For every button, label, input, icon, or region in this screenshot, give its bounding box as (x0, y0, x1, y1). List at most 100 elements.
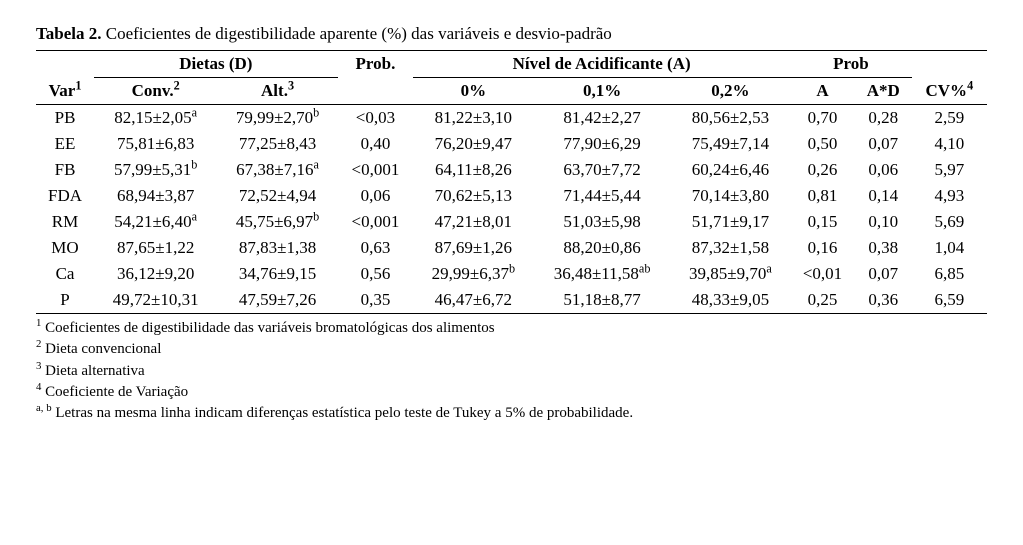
table-cell: 6,85 (912, 261, 987, 287)
header-AD: A*D (855, 78, 912, 105)
table-cell: 0,15 (790, 209, 855, 235)
table-cell: 60,24±6,46 (671, 157, 791, 183)
header-a0: 0% (413, 78, 533, 105)
header-a2: 0,2% (671, 78, 791, 105)
table-cell: 0,26 (790, 157, 855, 183)
header-prob1: Prob. (338, 51, 413, 78)
table-cell: 81,22±3,10 (413, 105, 533, 132)
table-cell: FB (36, 157, 94, 183)
table-cell: 67,38±7,16a (217, 157, 337, 183)
footnote-3: 3 Dieta alternativa (36, 361, 987, 381)
table-cell: <0,01 (790, 261, 855, 287)
table-cell: 88,20±0,86 (534, 235, 671, 261)
header-alt: Alt.3 (217, 78, 337, 105)
table-cell: 87,69±1,26 (413, 235, 533, 261)
table-cell: 2,59 (912, 105, 987, 132)
table-cell: 5,97 (912, 157, 987, 183)
table-cell: 0,70 (790, 105, 855, 132)
table-cell: 39,85±9,70a (671, 261, 791, 287)
table-cell: 0,28 (855, 105, 912, 132)
header-dietas: Dietas (D) (94, 51, 338, 78)
digestibility-table: Dietas (D) Prob. Nível de Acidificante (… (36, 50, 987, 314)
header-prob2: Prob (790, 51, 912, 78)
table-cell: 0,40 (338, 131, 413, 157)
table-cell: 0,07 (855, 131, 912, 157)
table-cell: 87,65±1,22 (94, 235, 217, 261)
caption-label: Tabela 2. (36, 24, 102, 43)
table-cell: 0,36 (855, 287, 912, 314)
table-cell: 77,90±6,29 (534, 131, 671, 157)
table-cell: 4,10 (912, 131, 987, 157)
table-cell: 0,25 (790, 287, 855, 314)
table-cell: Ca (36, 261, 94, 287)
table-cell: <0,03 (338, 105, 413, 132)
table-body: PB82,15±2,05a79,99±2,70b<0,0381,22±3,108… (36, 105, 987, 314)
table-cell: 51,71±9,17 (671, 209, 791, 235)
footnotes: 1 Coeficientes de digestibilidade das va… (36, 318, 987, 423)
table-row: Ca36,12±9,2034,76±9,150,5629,99±6,37b36,… (36, 261, 987, 287)
header-cv: CV%4 (912, 78, 987, 105)
header-A: A (790, 78, 855, 105)
table-cell: 81,42±2,27 (534, 105, 671, 132)
table-cell: 87,83±1,38 (217, 235, 337, 261)
header-a1: 0,1% (534, 78, 671, 105)
table-cell: 49,72±10,31 (94, 287, 217, 314)
table-cell: 4,93 (912, 183, 987, 209)
table-cell: 70,14±3,80 (671, 183, 791, 209)
table-cell: 54,21±6,40a (94, 209, 217, 235)
table-cell: 79,99±2,70b (217, 105, 337, 132)
table-cell: 48,33±9,05 (671, 287, 791, 314)
table-cell: 57,99±5,31b (94, 157, 217, 183)
table-cell: PB (36, 105, 94, 132)
table-cell: 36,12±9,20 (94, 261, 217, 287)
table-cell: EE (36, 131, 94, 157)
table-row: EE75,81±6,8377,25±8,430,4076,20±9,4777,9… (36, 131, 987, 157)
table-cell: 1,04 (912, 235, 987, 261)
table-cell: 46,47±6,72 (413, 287, 533, 314)
table-cell: 70,62±5,13 (413, 183, 533, 209)
table-caption: Tabela 2. Coeficientes de digestibilidad… (36, 24, 987, 44)
table-cell: 0,06 (338, 183, 413, 209)
table-cell: 0,16 (790, 235, 855, 261)
table-cell: 0,38 (855, 235, 912, 261)
table-cell: 71,44±5,44 (534, 183, 671, 209)
header-row-1: Dietas (D) Prob. Nível de Acidificante (… (36, 51, 987, 78)
table-cell: 76,20±9,47 (413, 131, 533, 157)
table-cell: FDA (36, 183, 94, 209)
table-cell: 64,11±8,26 (413, 157, 533, 183)
table-cell: 34,76±9,15 (217, 261, 337, 287)
table-row: FDA68,94±3,8772,52±4,940,0670,62±5,1371,… (36, 183, 987, 209)
table-cell: 36,48±11,58ab (534, 261, 671, 287)
table-cell: 0,06 (855, 157, 912, 183)
table-cell: 6,59 (912, 287, 987, 314)
footnote-1: 1 Coeficientes de digestibilidade das va… (36, 318, 987, 338)
table-cell: 47,21±8,01 (413, 209, 533, 235)
table-cell: 51,18±8,77 (534, 287, 671, 314)
table-cell: 0,10 (855, 209, 912, 235)
header-row-2: Var1 Conv.2 Alt.3 0% 0,1% 0,2% A A*D CV%… (36, 78, 987, 105)
table-row: RM54,21±6,40a45,75±6,97b<0,00147,21±8,01… (36, 209, 987, 235)
table-cell: 0,35 (338, 287, 413, 314)
caption-text: Coeficientes de digestibilidade aparente… (102, 24, 612, 43)
table-cell: 75,81±6,83 (94, 131, 217, 157)
table-cell: MO (36, 235, 94, 261)
table-cell: 80,56±2,53 (671, 105, 791, 132)
table-cell: <0,001 (338, 157, 413, 183)
table-cell: 77,25±8,43 (217, 131, 337, 157)
table-row: PB82,15±2,05a79,99±2,70b<0,0381,22±3,108… (36, 105, 987, 132)
table-cell: 0,81 (790, 183, 855, 209)
table-cell: 75,49±7,14 (671, 131, 791, 157)
table-cell: P (36, 287, 94, 314)
table-cell: 0,07 (855, 261, 912, 287)
footnote-4: 4 Coeficiente de Variação (36, 382, 987, 402)
table-cell: 63,70±7,72 (534, 157, 671, 183)
table-cell: 87,32±1,58 (671, 235, 791, 261)
table-cell: 5,69 (912, 209, 987, 235)
table-cell: 0,14 (855, 183, 912, 209)
table-cell: 72,52±4,94 (217, 183, 337, 209)
table-cell: 51,03±5,98 (534, 209, 671, 235)
table-cell: 82,15±2,05a (94, 105, 217, 132)
table-row: FB57,99±5,31b67,38±7,16a<0,00164,11±8,26… (36, 157, 987, 183)
table-cell: 0,56 (338, 261, 413, 287)
table-cell: RM (36, 209, 94, 235)
